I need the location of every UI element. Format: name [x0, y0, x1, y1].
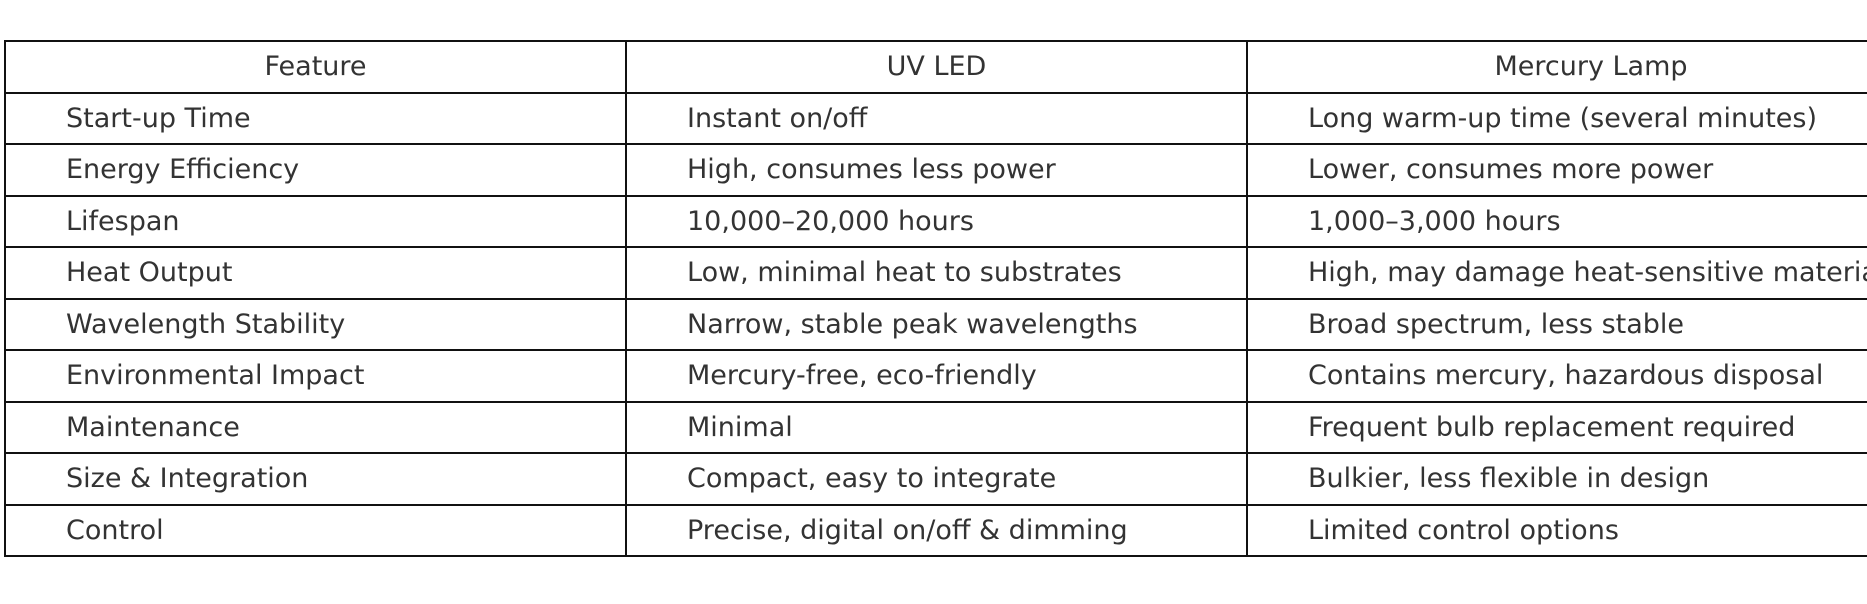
- table-row: Size & Integration Compact, easy to integ…: [4, 452, 1867, 506]
- table-cell: Low, minimal heat to substrates: [625, 246, 1248, 300]
- table-cell: Bulkier, less flexible in design: [1246, 452, 1867, 506]
- table-row: Lifespan 10,000–20,000 hours 1,000–3,000 h…: [4, 194, 1867, 248]
- table-cell: Environmental Impact: [4, 349, 627, 403]
- table-cell: Contains mercury, hazardous disposal: [1246, 349, 1867, 403]
- table-cell: Frequent bulb replacement required: [1246, 400, 1867, 454]
- header-cell: UV LED: [625, 40, 1248, 94]
- table-cell: Compact, easy to integrate: [625, 452, 1248, 506]
- header-row: Feature UV LED Mercury Lamp: [4, 40, 1867, 94]
- table-cell: Heat Output: [4, 246, 627, 300]
- table-cell: Precise, digital on/off & dimming: [625, 503, 1248, 557]
- table-cell: Instant on/off: [625, 91, 1248, 145]
- table-cell: Start-up Time: [4, 91, 627, 145]
- table-cell: Size & Integration: [4, 452, 627, 506]
- table-row: Maintenance Minimal Frequent bulb replacem…: [4, 400, 1867, 454]
- table-cell: High, may damage heat-sensitive material…: [1246, 246, 1867, 300]
- table-cell: Energy Efficiency: [4, 143, 627, 197]
- header-cell: Mercury Lamp: [1246, 40, 1867, 94]
- table-cell: Long warm-up time (several minutes): [1246, 91, 1867, 145]
- table-row: Control Precise, digital on/off & dimming…: [4, 503, 1867, 557]
- table-cell: Minimal: [625, 400, 1248, 454]
- table-body: Start-up Time Instant on/off Long warm-up …: [4, 91, 1867, 557]
- table-row: Environmental Impact Mercury-free, eco-fr…: [4, 349, 1867, 403]
- header-cell: Feature: [4, 40, 627, 94]
- table-cell: High, consumes less power: [625, 143, 1248, 197]
- table-row: Wavelength Stability Narrow, stable peak …: [4, 297, 1867, 351]
- table-cell: Wavelength Stability: [4, 297, 627, 351]
- comparison-table: Feature UV LED Mercury Lamp Start-up Time I…: [4, 40, 1867, 557]
- table-row: Energy Efficiency High, consumes less pow…: [4, 143, 1867, 197]
- table-cell: Control: [4, 503, 627, 557]
- table-cell: Mercury-free, eco-friendly: [625, 349, 1248, 403]
- table-cell: Lower, consumes more power: [1246, 143, 1867, 197]
- table-cell: Lifespan: [4, 194, 627, 248]
- table-cell: Broad spectrum, less stable: [1246, 297, 1867, 351]
- table-row: Heat Output Low, minimal heat to substrat…: [4, 246, 1867, 300]
- table-row: Start-up Time Instant on/off Long warm-up …: [4, 91, 1867, 145]
- table-cell: Narrow, stable peak wavelengths: [625, 297, 1248, 351]
- table-cell: 1,000–3,000 hours: [1246, 194, 1867, 248]
- table-cell: 10,000–20,000 hours: [625, 194, 1248, 248]
- table-cell: Maintenance: [4, 400, 627, 454]
- table-cell: Limited control options: [1246, 503, 1867, 557]
